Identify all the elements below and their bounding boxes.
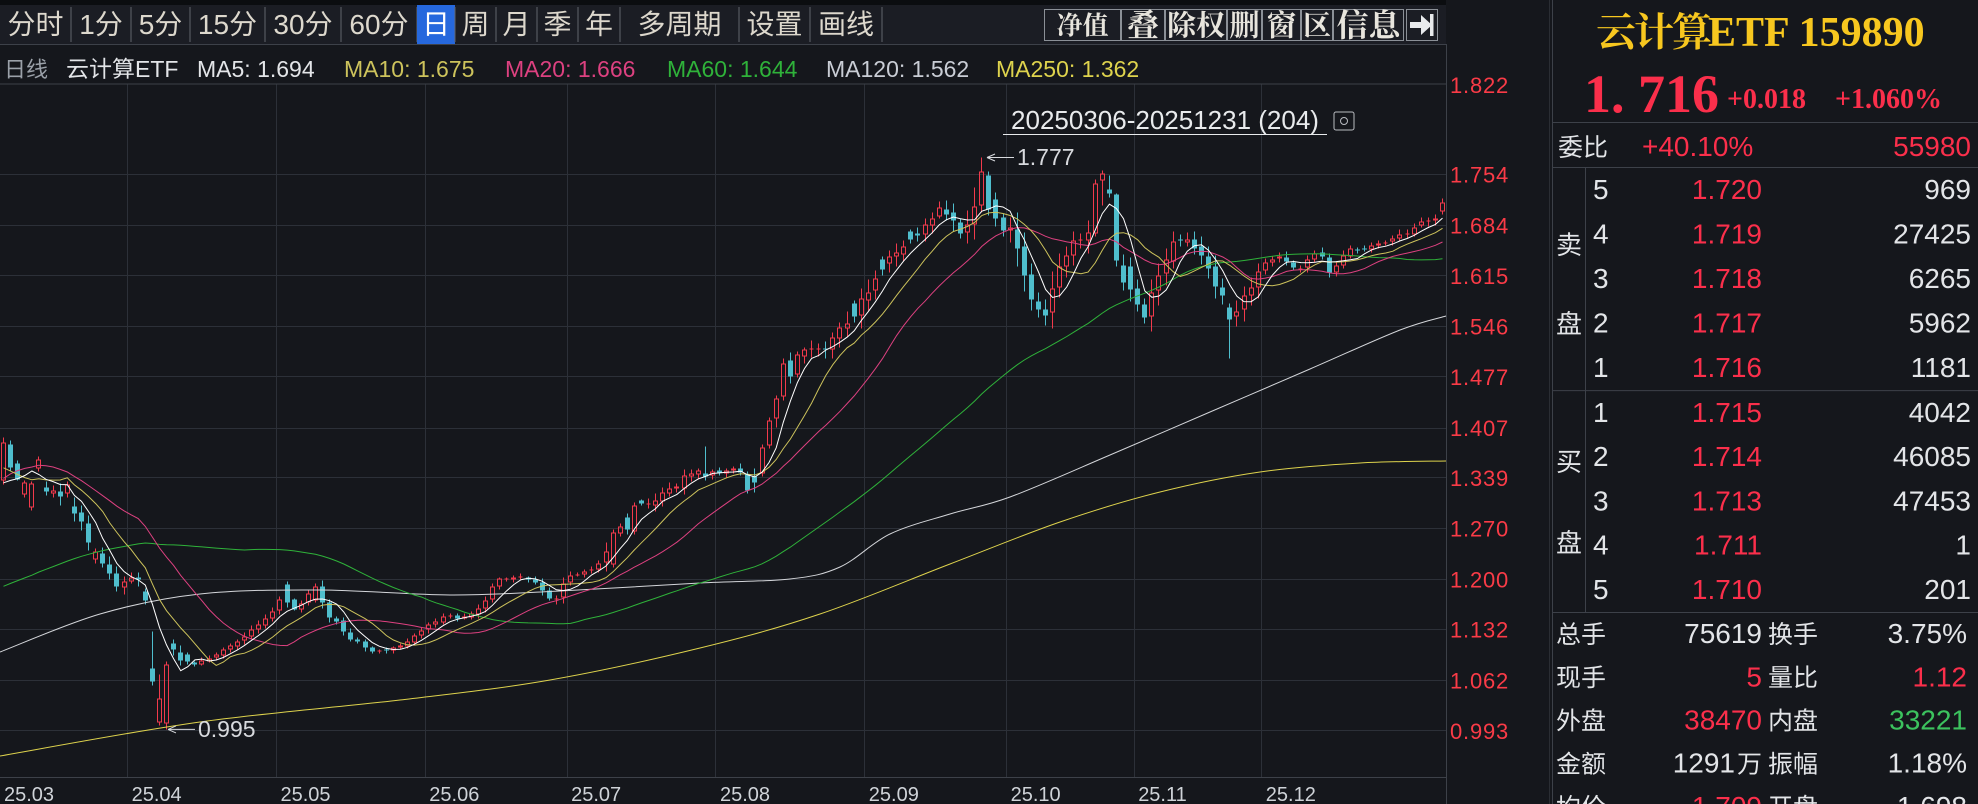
svg-text:5: 5	[1593, 174, 1609, 205]
svg-text:25.03: 25.03	[4, 784, 54, 804]
svg-text:3: 3	[1593, 263, 1609, 294]
svg-text:+0.018: +0.018	[1727, 84, 1806, 115]
svg-text:55980: 55980	[1893, 131, 1971, 162]
svg-text:2: 2	[1593, 308, 1609, 339]
svg-text:6265: 6265	[1909, 263, 1971, 294]
svg-text:1.717: 1.717	[1692, 308, 1762, 339]
svg-text:25.06: 25.06	[429, 784, 479, 804]
svg-text:5: 5	[1746, 661, 1762, 692]
svg-text:1.615: 1.615	[1450, 264, 1509, 289]
svg-text:15: 15	[198, 9, 229, 40]
svg-text:75619: 75619	[1684, 618, 1762, 649]
svg-text:1.709: 1.709	[1692, 791, 1762, 804]
svg-text:0.995: 0.995	[198, 716, 256, 742]
svg-text:1.477: 1.477	[1450, 365, 1509, 390]
svg-text:20250306-20251231 (204): 20250306-20251231 (204)	[1011, 105, 1319, 135]
svg-text:MA120: 1.562: MA120: 1.562	[826, 56, 969, 82]
svg-text:MA60: 1.644: MA60: 1.644	[667, 56, 798, 82]
svg-text:1.713: 1.713	[1692, 485, 1762, 516]
svg-text:1.407: 1.407	[1450, 416, 1509, 441]
svg-text:1.698: 1.698	[1897, 791, 1967, 804]
svg-text:2: 2	[1593, 441, 1609, 472]
svg-text:MA250: 1.362: MA250: 1.362	[996, 56, 1139, 82]
svg-text:1.546: 1.546	[1450, 315, 1509, 340]
svg-text:1.710: 1.710	[1692, 574, 1762, 605]
svg-text:1.132: 1.132	[1450, 617, 1509, 642]
svg-text:1.777: 1.777	[1017, 144, 1075, 170]
svg-text:4042: 4042	[1909, 397, 1971, 428]
svg-text:+1.060%: +1.060%	[1835, 84, 1942, 115]
svg-text:47453: 47453	[1893, 485, 1971, 516]
svg-text:25.10: 25.10	[1011, 784, 1061, 804]
svg-text:3: 3	[1593, 485, 1609, 516]
svg-text:1.822: 1.822	[1450, 73, 1509, 98]
svg-text:1.200: 1.200	[1450, 568, 1509, 593]
svg-text:1.18%: 1.18%	[1888, 748, 1967, 779]
svg-text:1.715: 1.715	[1692, 397, 1762, 428]
svg-text:1.12: 1.12	[1913, 661, 1968, 692]
svg-text:1.270: 1.270	[1450, 516, 1509, 541]
svg-text:38470: 38470	[1684, 705, 1762, 736]
svg-text:1291: 1291	[1673, 748, 1735, 779]
svg-text:1.720: 1.720	[1692, 174, 1762, 205]
svg-text:25.09: 25.09	[869, 784, 919, 804]
svg-text:25.08: 25.08	[720, 784, 770, 804]
svg-text:30: 30	[273, 9, 304, 40]
svg-text:1. 716: 1. 716	[1584, 64, 1719, 124]
svg-text:25.11: 25.11	[1138, 784, 1187, 804]
svg-text:46085: 46085	[1893, 441, 1971, 472]
svg-text:5: 5	[1593, 574, 1609, 605]
svg-text:+40.10%: +40.10%	[1642, 131, 1753, 162]
svg-text:60: 60	[349, 9, 380, 40]
svg-text:4: 4	[1593, 218, 1609, 249]
svg-text:ETF 159890: ETF 159890	[1708, 10, 1925, 56]
svg-text:1.684: 1.684	[1450, 214, 1509, 239]
svg-text:1.339: 1.339	[1450, 466, 1509, 491]
svg-text:MA10: 1.675: MA10: 1.675	[344, 56, 474, 82]
svg-text:3.75%: 3.75%	[1888, 618, 1967, 649]
svg-text:5: 5	[139, 9, 155, 40]
svg-text:969: 969	[1924, 174, 1971, 205]
svg-text:201: 201	[1924, 574, 1971, 605]
svg-text:1.711: 1.711	[1694, 530, 1762, 561]
svg-text:25.04: 25.04	[132, 784, 182, 804]
svg-text:33221: 33221	[1889, 705, 1967, 736]
svg-text:1.714: 1.714	[1692, 441, 1762, 472]
svg-text:1.754: 1.754	[1450, 162, 1509, 187]
svg-text:25.05: 25.05	[281, 784, 331, 804]
svg-text:ETF: ETF	[135, 56, 178, 82]
svg-text:27425: 27425	[1893, 218, 1971, 249]
svg-text:1.062: 1.062	[1450, 669, 1509, 694]
svg-text:1.718: 1.718	[1692, 263, 1762, 294]
svg-text:25.12: 25.12	[1266, 784, 1316, 804]
svg-text:1: 1	[79, 9, 95, 40]
svg-text:MA20: 1.666: MA20: 1.666	[505, 56, 635, 82]
svg-text:1181: 1181	[1911, 352, 1971, 383]
svg-text:1: 1	[1593, 397, 1609, 428]
svg-text:25.07: 25.07	[571, 784, 621, 804]
svg-text:1: 1	[1955, 530, 1971, 561]
svg-text:1.719: 1.719	[1692, 218, 1762, 249]
svg-text:5962: 5962	[1909, 308, 1971, 339]
svg-text:1.716: 1.716	[1692, 352, 1762, 383]
svg-text:MA5: 1.694: MA5: 1.694	[197, 56, 315, 82]
svg-text:4: 4	[1593, 530, 1609, 561]
svg-text:0.993: 0.993	[1450, 719, 1509, 744]
svg-text:1: 1	[1593, 352, 1609, 383]
